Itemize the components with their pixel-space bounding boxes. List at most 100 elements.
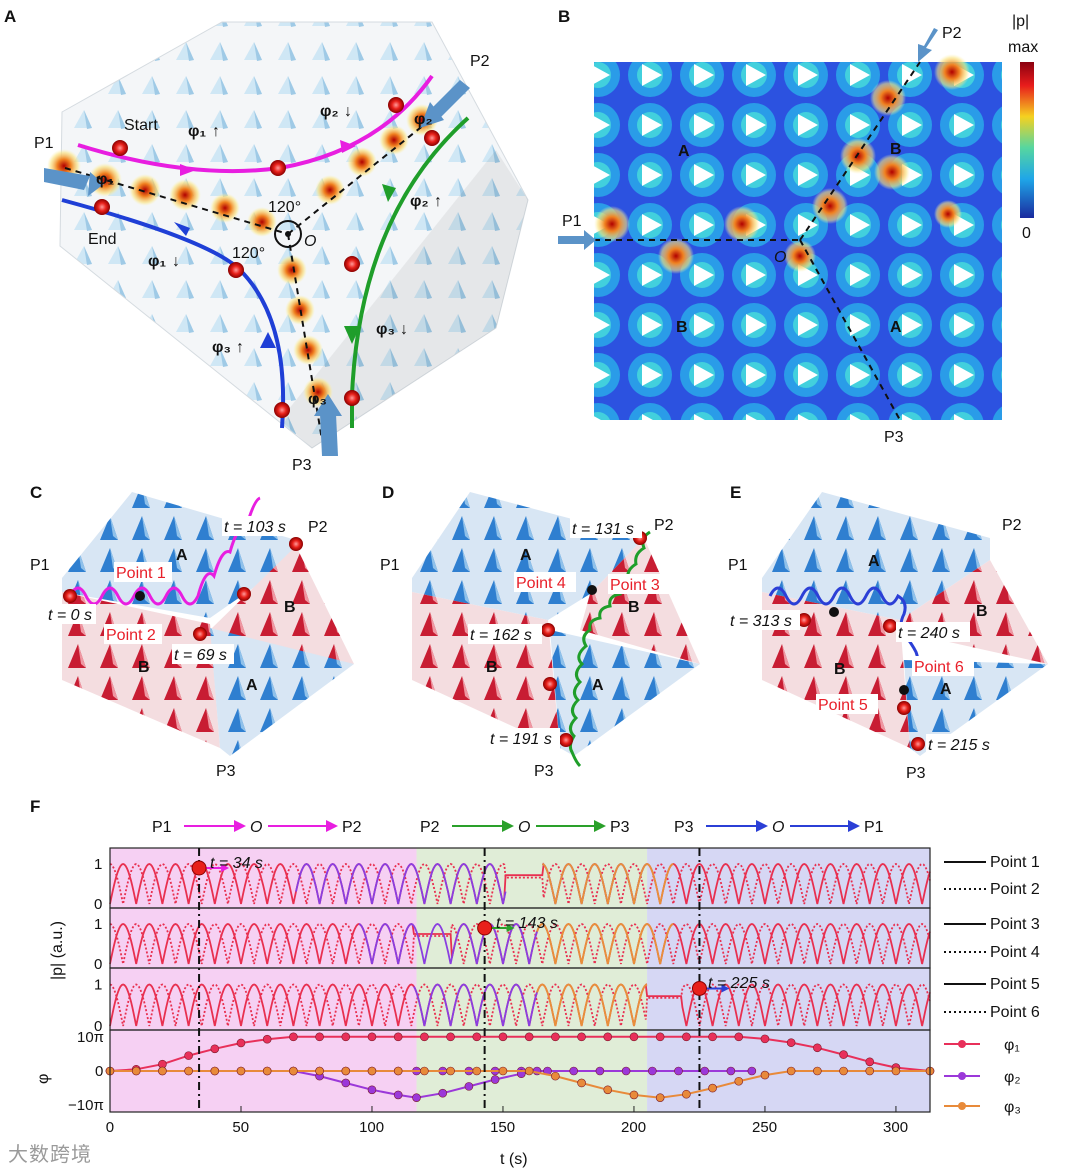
xtick-label-300: 300	[883, 1119, 908, 1136]
c-point-1-label: Point 1	[116, 565, 166, 582]
panel-a-label: A	[4, 7, 16, 26]
c-time-2-box	[46, 604, 96, 624]
route-1-head-b	[326, 820, 338, 832]
e-point-5-box	[816, 694, 878, 714]
d-trajectory	[568, 530, 651, 768]
series-phi-2-dip-point	[438, 1088, 448, 1098]
legend-point-1: Point 1	[990, 854, 1040, 871]
series-phi-3-point	[524, 1066, 534, 1076]
c-domain-1: A	[176, 547, 188, 564]
d-port-p2: P2	[654, 517, 674, 534]
e-domain-3: B	[834, 661, 846, 678]
e-time-2-box	[896, 622, 970, 642]
c-time-1-box	[222, 516, 296, 536]
c-trajectory	[68, 496, 261, 606]
domain-wall-glow	[47, 104, 438, 407]
panel-e-label: E	[730, 483, 741, 502]
b-dashed-lines	[594, 61, 921, 421]
series-phi-2-dip-point	[393, 1090, 403, 1100]
colorbar-title: |p|	[1012, 13, 1029, 30]
e-domain-1: A	[868, 553, 880, 570]
legend-phi-3: φ₃	[1004, 1099, 1021, 1116]
d-point-4-label: Point 4	[516, 575, 566, 592]
route-1-to: P2	[342, 819, 362, 836]
series-overlay-3	[541, 863, 674, 905]
c-domain-a-bottom	[210, 628, 354, 756]
ytick-phase-1: 10π	[77, 1029, 104, 1046]
colorbar	[1020, 62, 1034, 218]
a-start-label: Start	[124, 117, 158, 134]
ylabel-amplitude: |p| (a.u.)	[49, 921, 66, 980]
series-phi-1-point	[813, 1043, 822, 1053]
series-phi-3-point	[813, 1066, 822, 1076]
c-time-1: t = 103 s	[224, 519, 286, 536]
series-phi-2-dip-point	[367, 1085, 377, 1095]
b-center-label: O	[774, 249, 786, 266]
a-phase-3: φ₂	[410, 193, 429, 210]
a-phase-2-arrow: ↓	[344, 103, 352, 120]
colorbar-max: max	[1008, 39, 1038, 56]
e-point-dot-2	[899, 685, 909, 695]
series-phi-3-line	[110, 1070, 930, 1099]
d-domain-2: B	[628, 599, 640, 616]
series-phi-1-point	[262, 1034, 272, 1044]
c-domain-4: A	[246, 677, 258, 694]
a-center-label: O	[304, 233, 316, 250]
series-phi-1-point	[524, 1032, 534, 1042]
series-phi-3-point	[341, 1066, 351, 1076]
series-phi-2-point	[648, 1066, 657, 1076]
series-phi-1-point	[577, 1032, 586, 1042]
ytick-amp-2-one: 1	[94, 916, 102, 933]
c-domain-b-left	[62, 592, 220, 748]
series-overlay-6	[413, 983, 538, 1027]
xlabel: t (s)	[500, 1151, 528, 1168]
center-dashed-lines	[64, 119, 431, 441]
d-time-1-box	[570, 518, 642, 538]
series-phi-3-point	[420, 1066, 429, 1076]
chart-time-markers	[191, 848, 730, 1112]
a-port-phase-1: φ₁	[96, 171, 114, 188]
d-port-p3: P3	[534, 763, 554, 780]
a-phase-5: φ₃	[212, 339, 231, 356]
series-phi-2-dip-point	[341, 1078, 351, 1088]
series-phi-2-point	[747, 1066, 757, 1076]
route-3-from: P3	[674, 819, 694, 836]
marker-ball-2	[477, 920, 493, 936]
c-point-1-dot	[135, 591, 145, 601]
route-3-to: P1	[864, 819, 884, 836]
xtick-label-250: 250	[752, 1119, 777, 1136]
c-time-3: t = 69 s	[174, 647, 227, 664]
ytick-amp-1-one: 1	[94, 856, 102, 873]
series-phi-1-point	[839, 1050, 848, 1059]
e-domain-4: A	[940, 681, 952, 698]
e-port-p2: P2	[1002, 517, 1022, 534]
c-point-1-box	[114, 562, 172, 582]
c-time-3-box	[172, 644, 234, 664]
panel-d: D P1 P2 P3 A B B A Point 4 Point 3 t = 1…	[380, 483, 700, 780]
d-domain-a-bottom	[550, 630, 700, 756]
series-phi-2-dip-point	[412, 1093, 421, 1102]
route-2: P2 O P3	[420, 819, 630, 836]
series-phi-2-point	[674, 1066, 683, 1076]
a-phase-1: φ₁	[188, 123, 206, 140]
e-time-1: t = 313 s	[730, 613, 792, 630]
series-phi-1-point	[315, 1032, 324, 1042]
series-phi-1-point	[393, 1032, 403, 1042]
series-phi-1-point	[629, 1032, 639, 1042]
series-point-2	[109, 863, 931, 905]
route-2-to: P3	[610, 819, 630, 836]
ytick-phase-3: −10π	[68, 1097, 104, 1114]
e-point-6-label: Point 6	[914, 659, 964, 676]
c-time-2: t = 0 s	[48, 607, 92, 624]
series-phi-2-dip-point	[464, 1082, 474, 1091]
e-point-5-label: Point 5	[818, 697, 868, 714]
e-time-2: t = 240 s	[898, 625, 960, 642]
b-port-p2: P2	[942, 25, 962, 42]
series-phi-3-point	[158, 1066, 167, 1076]
d-ball-4	[559, 733, 573, 747]
series-overlay-1	[295, 863, 507, 905]
series-phi-1-point	[184, 1051, 193, 1060]
a-port-p1: P1	[34, 135, 54, 152]
series-phi-3-point	[786, 1066, 796, 1076]
